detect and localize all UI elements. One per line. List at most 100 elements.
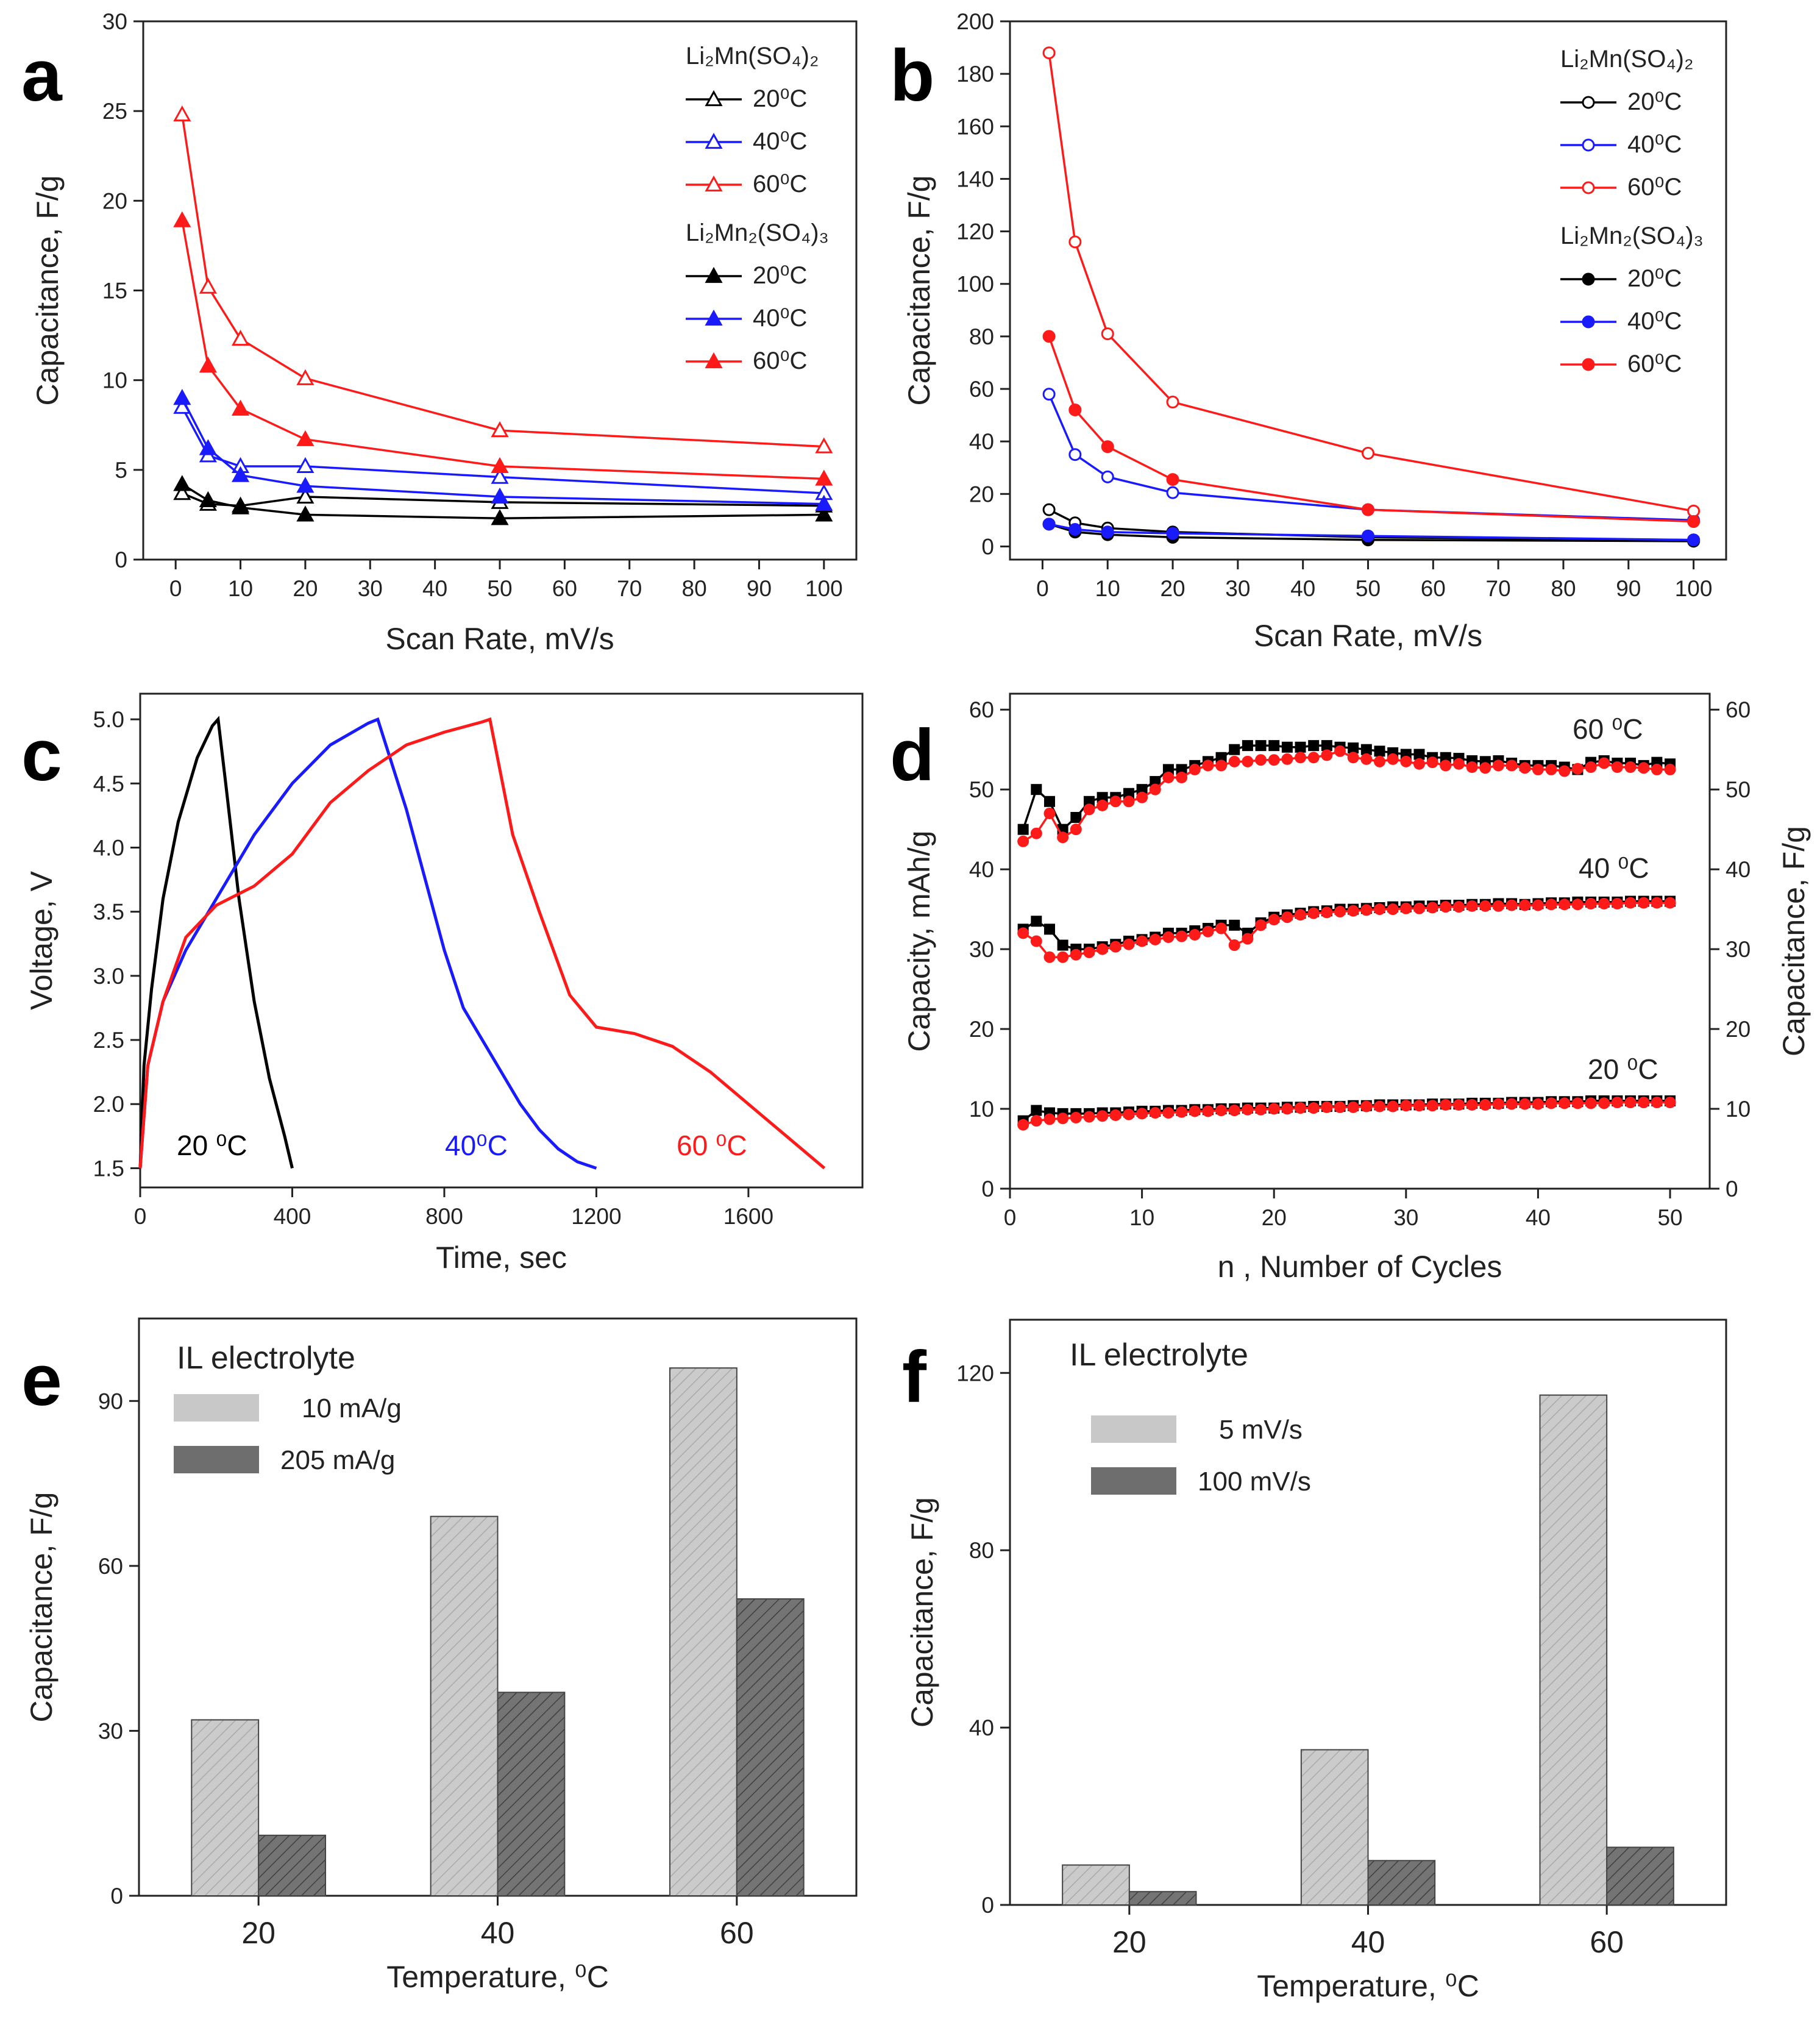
panel-c: 0 400 800 1200 1600 1.5 2.0 2.5 3.0 3.5 4.0 4.5 5.0 T… <box>21 692 864 1275</box>
data-point <box>1362 529 1374 543</box>
data-point <box>1532 899 1544 911</box>
data-point <box>1651 763 1663 775</box>
data-point <box>1255 919 1267 931</box>
data-point <box>1017 1119 1029 1131</box>
legend-group-title: Li₂Mn₂(SO₄)₃ <box>1560 222 1704 249</box>
data-point <box>1109 941 1122 953</box>
data-point <box>1030 827 1042 839</box>
x-tick-label: 60 <box>552 576 577 601</box>
data-point <box>1043 795 1055 807</box>
legend-label: 100 mV/s <box>1198 1467 1311 1497</box>
data-point <box>1585 897 1597 909</box>
data-point <box>1189 929 1201 941</box>
data-point <box>1334 745 1346 757</box>
data-point <box>1083 1111 1095 1123</box>
data-point <box>1479 762 1491 774</box>
data-point <box>705 175 723 192</box>
x-axis-label: Temperature, ⁰C <box>386 1960 609 1994</box>
x-tick-label: 30 <box>358 576 383 601</box>
data-point <box>1373 1100 1385 1112</box>
data-point <box>1268 1103 1280 1115</box>
y2-tick-label: 30 <box>1726 937 1751 962</box>
legend-label: 60⁰C <box>753 171 807 198</box>
data-point <box>1030 1115 1042 1127</box>
legend-label: 20⁰C <box>753 262 807 289</box>
x-tick-label: 30 <box>1225 576 1250 601</box>
data-point <box>1255 1103 1267 1116</box>
bar <box>669 1367 738 1896</box>
data-point <box>1532 1098 1544 1110</box>
bar <box>736 1598 805 1896</box>
bar <box>1128 1891 1197 1906</box>
data-point <box>1624 897 1637 909</box>
data-point <box>1070 812 1082 823</box>
y-tick-label: 15 <box>102 279 127 304</box>
data-point <box>1242 755 1254 767</box>
data-point <box>1582 181 1595 194</box>
x-axis-label: Time, sec <box>436 1240 567 1275</box>
data-point <box>1166 486 1179 499</box>
y-tick-label: 30 <box>98 1718 123 1743</box>
bar <box>191 1719 260 1896</box>
series-line <box>1022 744 1671 831</box>
data-point <box>1229 919 1240 931</box>
y-tick-label: 200 <box>956 9 994 34</box>
data-point <box>1017 835 1029 847</box>
y2-tick-label: 20 <box>1726 1017 1751 1042</box>
data-point <box>1545 899 1557 911</box>
legend-label: 5 mV/s <box>1219 1415 1303 1445</box>
data-point <box>1582 358 1595 371</box>
legend-label: 60⁰C <box>1627 351 1682 377</box>
data-point <box>705 309 723 326</box>
x-tick-label: 90 <box>747 576 772 601</box>
data-point <box>1057 939 1068 951</box>
data-point <box>1162 764 1174 775</box>
data-point <box>1068 522 1082 536</box>
legend-label: 10 mA/g <box>302 1393 402 1423</box>
data-point <box>1611 897 1623 909</box>
data-point <box>1150 776 1161 788</box>
data-point <box>1400 755 1412 767</box>
data-point <box>1440 901 1452 913</box>
legend-label: 205 mA/g <box>280 1445 395 1475</box>
data-point <box>1268 914 1280 926</box>
x-axis-label: Scan Rate, mV/s <box>385 622 614 656</box>
data-point <box>1334 1101 1346 1113</box>
data-point <box>1479 1098 1491 1111</box>
data-point <box>1387 1100 1399 1112</box>
data-point <box>1242 933 1254 945</box>
data-point <box>815 505 833 522</box>
annotations-c: 20 ⁰C 40⁰C 60 ⁰C <box>177 1130 747 1161</box>
data-point <box>491 468 509 484</box>
y-tick-label: 3.5 <box>93 900 124 925</box>
data-point <box>1255 754 1267 766</box>
data-point <box>1532 763 1544 775</box>
data-point <box>1042 46 1056 60</box>
data-point <box>1215 1105 1228 1117</box>
y2-tick-label: 60 <box>1726 697 1751 722</box>
data-point <box>1362 447 1374 460</box>
series-line <box>181 220 824 480</box>
data-point <box>1505 760 1518 772</box>
data-point <box>1321 749 1333 761</box>
x-tick-label: 20 <box>241 1916 275 1950</box>
data-point <box>1057 831 1069 844</box>
data-point <box>1413 758 1425 770</box>
data-point <box>1664 1097 1676 1109</box>
data-point <box>1136 935 1148 947</box>
data-point <box>1426 756 1438 769</box>
y2-tick-label: 10 <box>1726 1097 1751 1122</box>
x-tick-label: 10 <box>1095 576 1120 601</box>
data-point <box>1101 470 1114 483</box>
data-point <box>1321 740 1332 752</box>
data-point <box>1598 1097 1610 1109</box>
data-point <box>1664 897 1676 909</box>
data-point <box>1360 904 1373 916</box>
legend-group-title: Li₂Mn₂(SO₄)₃ <box>686 219 829 246</box>
legend-label: 20⁰C <box>1627 265 1682 292</box>
data-point <box>1268 740 1280 752</box>
x-tick-label: 80 <box>682 576 707 601</box>
x-tick-label: 50 <box>1356 576 1381 601</box>
data-point <box>296 505 315 522</box>
data-point <box>1598 897 1610 909</box>
